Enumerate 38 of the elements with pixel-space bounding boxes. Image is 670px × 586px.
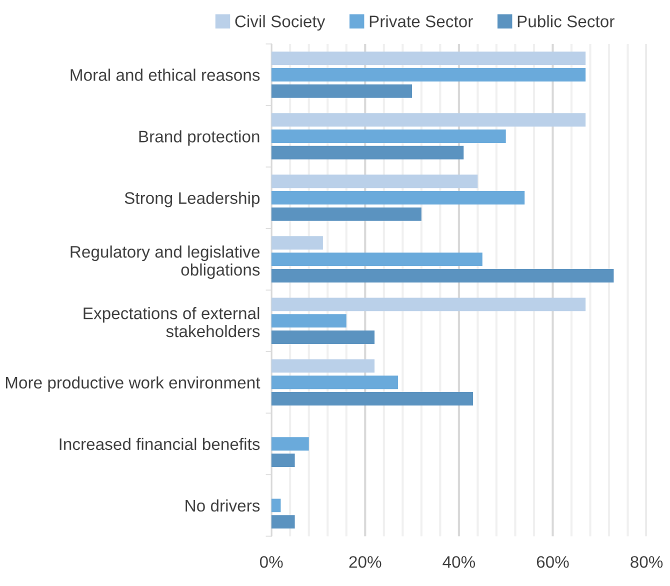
legend-label: Public Sector — [518, 15, 614, 28]
y-tick-label: Strong Leadership — [124, 192, 260, 208]
x-tick-label: 20% — [349, 556, 382, 568]
bar — [271, 376, 398, 390]
x-tick-label: 60% — [536, 556, 569, 568]
bar — [271, 359, 375, 373]
legend-label: Private Sector — [370, 15, 473, 28]
y-tick-label: Increased financial benefits — [60, 438, 260, 450]
bar — [271, 113, 586, 127]
bar — [271, 298, 586, 312]
y-tick-label: Moral and ethical reasons — [70, 68, 260, 81]
bar — [271, 454, 295, 468]
bar — [271, 207, 422, 221]
bar — [271, 174, 478, 188]
legend-label: Civil Society — [235, 15, 326, 31]
bar — [271, 437, 309, 451]
y-tick-label: No drivers — [186, 499, 260, 512]
bar — [271, 314, 346, 328]
bar — [271, 68, 586, 82]
bar — [271, 130, 506, 143]
bar — [271, 268, 614, 282]
bar — [271, 252, 482, 266]
bar — [271, 515, 295, 529]
bar — [271, 52, 586, 66]
bar — [271, 236, 323, 250]
y-tick-label: Brand protection — [139, 130, 260, 146]
y-tick-label: More productive work environment — [6, 376, 260, 392]
x-tick-label: 80% — [630, 556, 663, 568]
bar — [271, 146, 464, 160]
bar — [271, 498, 281, 512]
x-tick-label: 40% — [442, 556, 476, 568]
y-tick-label: Regulatory and legislative obligations — [70, 246, 260, 279]
bar — [271, 392, 474, 406]
bar — [271, 330, 375, 344]
x-tick-label: 0% — [260, 556, 283, 568]
bar — [271, 191, 525, 204]
bar — [271, 84, 412, 98]
y-tick-label: Expectations of external stakeholders — [84, 307, 260, 338]
